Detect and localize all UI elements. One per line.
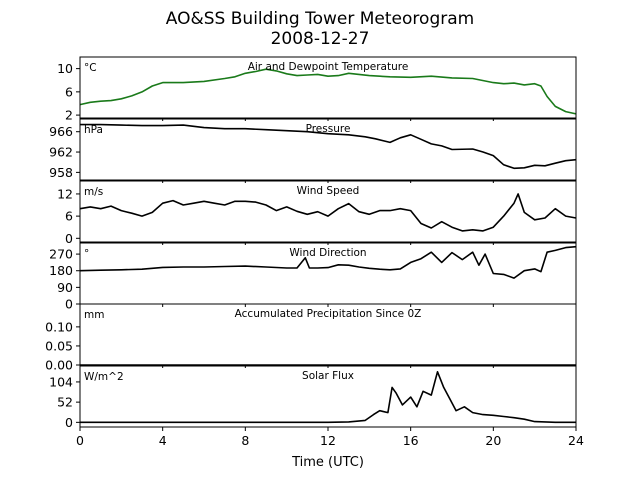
y-tick-label: 270 [49, 247, 73, 262]
figure-title: AO&SS Building Tower Meteorogram [166, 9, 474, 29]
panel-title-wind-speed: Wind Speed [297, 185, 360, 197]
series-line-pressure-0 [80, 123, 577, 170]
unit-label-accumulated-precipitation-since-0z: mm [84, 309, 104, 321]
x-axis-label: Time (UTC) [291, 455, 364, 470]
panel-solar-flux: 0 52 104 W/m^2 Solar Flux [49, 365, 577, 431]
x-tick-label: 4 [159, 433, 167, 448]
y-tick-label: 52 [57, 395, 73, 410]
unit-label-solar-flux: W/m^2 [84, 371, 124, 383]
y-tick-label: 2 [65, 108, 73, 123]
series-line-wind-direction-0 [79, 245, 577, 279]
y-tick-label: 0.10 [45, 319, 73, 334]
y-tick-label: 0 [65, 231, 73, 246]
series-line-wind-speed-0 [79, 193, 577, 232]
figure-date: 2008-12-27 [271, 29, 370, 49]
panel-title-pressure: Pressure [306, 123, 351, 135]
panel-title-solar-flux: Solar Flux [302, 370, 354, 382]
x-tick-label: 24 [568, 433, 584, 448]
panel-accumulated-precipitation-since-0z: 0.00 0.05 0.10 mm Accumulated Precipitation … [45, 303, 577, 373]
x-tick-label: 20 [485, 433, 501, 448]
y-tick-label: 966 [49, 124, 73, 139]
x-tick-label: 16 [403, 433, 419, 448]
panels: 2 6 10 °C Air and Dewpoint Temperature 958 962… [45, 56, 584, 448]
unit-label-wind-direction: ° [84, 248, 89, 260]
panel-title-air-and-dewpoint-temperature: Air and Dewpoint Temperature [248, 61, 409, 73]
y-tick-label: 12 [57, 186, 73, 201]
panel-title-wind-direction: Wind Direction [289, 247, 366, 259]
y-tick-label: 6 [65, 84, 73, 99]
unit-label-pressure: hPa [84, 124, 103, 136]
y-tick-label: 0.05 [45, 338, 73, 353]
series-line-air-and-dewpoint-temperature-0 [79, 68, 577, 115]
x-tick-label: 8 [241, 433, 249, 448]
y-tick-label: 180 [49, 263, 73, 278]
x-tick-label: 12 [320, 433, 336, 448]
panel-wind-speed: 0 6 12 m/s Wind Speed [57, 180, 577, 246]
y-tick-label: 0 [65, 297, 73, 312]
unit-label-air-and-dewpoint-temperature: °C [84, 62, 97, 74]
x-tick-label: 0 [76, 433, 84, 448]
y-tick-label: 6 [65, 209, 73, 224]
y-tick-label: 962 [49, 145, 73, 160]
y-tick-label: 104 [49, 374, 73, 389]
y-tick-label: 0 [65, 415, 73, 430]
y-tick-label: 0.00 [45, 358, 73, 373]
panel-air-and-dewpoint-temperature: 2 6 10 °C Air and Dewpoint Temperature [57, 56, 577, 123]
y-tick-label: 10 [57, 61, 73, 76]
series-line-solar-flux-0 [80, 371, 576, 424]
panel-pressure: 958 962 966 hPa Pressure [49, 118, 577, 183]
y-tick-label: 90 [57, 280, 73, 295]
y-tick-label: 958 [49, 165, 73, 180]
panel-title-accumulated-precipitation-since-0z: Accumulated Precipitation Since 0Z [235, 308, 422, 320]
unit-label-wind-speed: m/s [84, 186, 103, 198]
